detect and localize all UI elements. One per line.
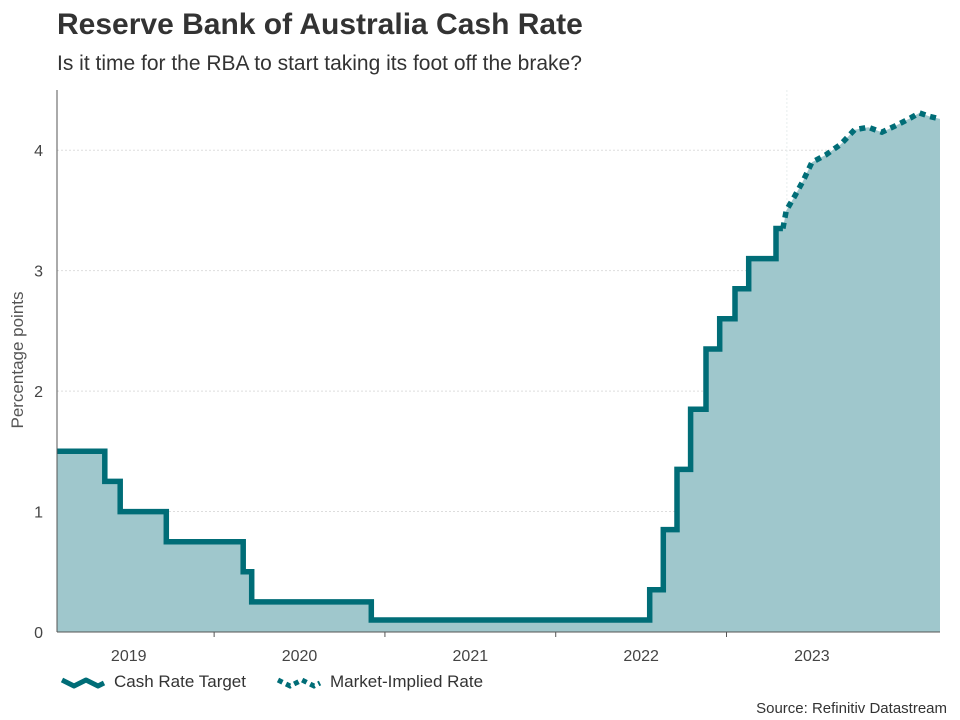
x-tick-label-2019: 2019 xyxy=(111,648,147,665)
x-tick-label-2021: 2021 xyxy=(453,648,489,665)
x-tick-label-2020: 2020 xyxy=(282,648,318,665)
area-fill xyxy=(57,112,940,632)
source-note: Source: Refinitiv Datastream xyxy=(756,700,947,717)
series-line-cash-rate-target xyxy=(57,225,783,623)
line-layer xyxy=(57,109,941,623)
chart-title: Reserve Bank of Australia Cash Rate xyxy=(57,8,583,41)
legend-item-cash-rate: Cash Rate Target xyxy=(60,672,246,692)
y-tick-label-2: 2 xyxy=(34,384,43,401)
x-tick-label-2023: 2023 xyxy=(794,648,830,665)
legend-label-market-implied: Market-Implied Rate xyxy=(329,672,484,691)
area-layer xyxy=(57,112,940,632)
y-tick-label-4: 4 xyxy=(34,143,43,160)
grid-layer xyxy=(57,90,940,632)
y-tick-label-0: 0 xyxy=(34,625,43,642)
y-tick-label-1: 1 xyxy=(34,505,43,522)
legend-label-cash-rate: Cash Rate Target xyxy=(114,672,246,691)
y-tick-label-3: 3 xyxy=(34,264,43,281)
x-tick-label-2022: 2022 xyxy=(623,648,659,665)
chart-subtitle: Is it time for the RBA to start taking i… xyxy=(57,52,582,75)
legend-swatch-dotted xyxy=(276,677,322,689)
legend: Cash Rate Target Market-Implied Rate xyxy=(60,672,513,692)
axis-layer: 0 1 2 3 4 2019 2020 2021 2022 2023 xyxy=(34,90,940,665)
legend-item-market-implied: Market-Implied Rate xyxy=(276,672,483,692)
legend-swatch-solid xyxy=(60,677,106,689)
